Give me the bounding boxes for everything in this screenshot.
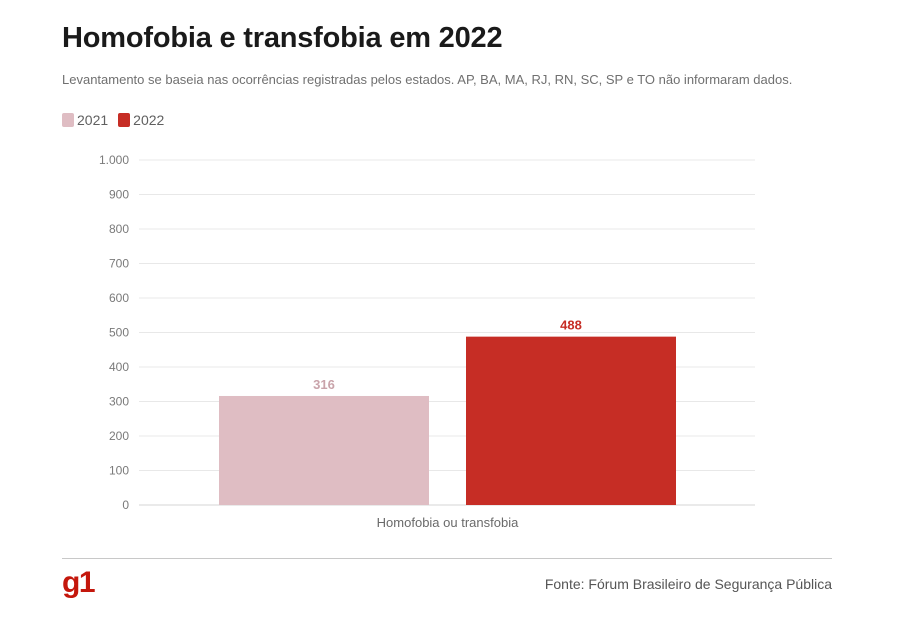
y-tick-label: 0 xyxy=(122,498,129,512)
bar-chart: 0 100 200 300 400 500 600 700 800 900 1.000 316 488 H… xyxy=(99,153,755,530)
bar-2022 xyxy=(466,336,676,505)
bar-2021 xyxy=(219,395,429,505)
y-tick-label: 400 xyxy=(109,360,129,374)
y-tick-label: 700 xyxy=(109,257,129,271)
data-label-2021: 316 xyxy=(313,377,335,392)
legend-item-2022: 2022 xyxy=(118,112,164,128)
y-tick-label: 300 xyxy=(109,395,129,409)
y-tick-label: 900 xyxy=(109,188,129,202)
legend: 2021 2022 xyxy=(62,112,164,128)
x-category-label: Homofobia ou transfobia xyxy=(377,515,519,530)
legend-swatch-2022 xyxy=(118,113,131,127)
g1-logo: g1 xyxy=(62,566,96,599)
y-tick-label: 200 xyxy=(109,429,129,443)
data-label-2022: 488 xyxy=(560,318,582,333)
footer-divider xyxy=(62,558,832,559)
y-tick-label: 500 xyxy=(109,326,129,340)
legend-item-2021: 2021 xyxy=(62,112,108,128)
legend-label-2022: 2022 xyxy=(133,112,165,128)
y-tick-label: 800 xyxy=(109,222,129,236)
y-tick-label: 600 xyxy=(109,291,129,305)
chart-title: Homofobia e transfobia em 2022 xyxy=(62,22,503,54)
y-tick-label: 100 xyxy=(109,464,129,478)
source-note: Fonte: Fórum Brasileiro de Segurança Púb… xyxy=(544,576,832,592)
legend-swatch-2021 xyxy=(62,113,74,127)
legend-label-2021: 2021 xyxy=(77,112,109,128)
chart-subtitle: Levantamento se baseia nas ocorrências r… xyxy=(62,72,793,87)
y-tick-label: 1.000 xyxy=(99,153,129,167)
